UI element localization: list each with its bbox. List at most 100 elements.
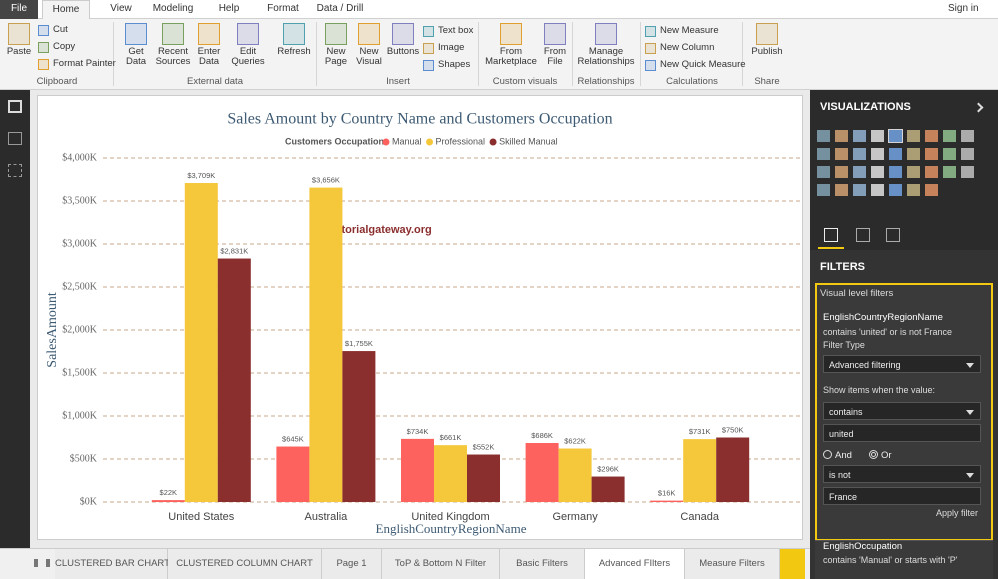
ribbon-button[interactable]: Format Painter [53,58,116,69]
viz-icon[interactable] [943,148,956,160]
pane-tab[interactable] [856,228,870,242]
button-icon[interactable] [500,23,522,45]
viz-icon[interactable] [907,148,920,160]
text-input[interactable]: France [823,487,981,505]
button-icon[interactable] [392,23,414,45]
viz-icon[interactable] [871,130,884,142]
menu-tab[interactable]: Home [42,0,90,19]
viz-icon[interactable] [871,184,884,196]
viz-icon[interactable] [925,130,938,142]
button-icon[interactable] [8,23,30,45]
pane-tab[interactable] [886,228,900,242]
ribbon-button[interactable]: Publish [751,46,783,57]
viz-icon[interactable] [817,130,830,142]
ribbon-button[interactable]: New Visual [356,46,382,67]
radio[interactable] [823,450,832,459]
menu-tab[interactable]: Format [267,3,299,14]
ribbon-button[interactable]: Text box [438,25,474,36]
add-page[interactable] [780,549,805,579]
ribbon-button[interactable]: New Quick Measure [660,59,746,70]
viz-icon[interactable] [943,130,956,142]
page-tab[interactable]: CLUSTERED COLUMN CHART [168,549,322,579]
ribbon-button[interactable]: Enter Data [197,46,221,67]
viz-icon[interactable] [817,184,830,196]
ribbon-button[interactable]: Buttons [386,46,420,57]
button-icon[interactable] [595,23,617,45]
radio[interactable] [869,450,878,459]
ribbon-button[interactable]: From Marketplace [485,46,537,67]
page-tab[interactable]: Advanced FIlters [585,549,685,579]
viz-icon[interactable] [871,148,884,160]
ribbon-button[interactable]: Copy [53,41,76,52]
relationship-view[interactable] [8,164,22,177]
ribbon-button[interactable]: Get Data [125,46,147,67]
viz-icon[interactable] [907,184,920,196]
dropdown[interactable]: is not [823,465,981,483]
menu-tab[interactable]: View [110,3,132,14]
report-view[interactable] [8,100,22,113]
ribbon-button[interactable]: Cut [53,24,68,35]
button-icon[interactable] [237,23,259,45]
viz-icon[interactable] [961,148,974,160]
button-icon[interactable] [645,43,656,54]
menu-tab[interactable]: Data / Drill [316,3,364,14]
viz-icon[interactable] [961,166,974,178]
sign-in[interactable]: Sign in [948,3,979,14]
button-icon[interactable] [38,25,49,36]
dropdown[interactable]: Advanced filtering [823,355,981,373]
button-icon[interactable] [423,60,434,71]
viz-icon[interactable] [817,148,830,160]
page-tab[interactable]: Page 1 [322,549,382,579]
viz-icon[interactable] [889,184,902,196]
viz-icon[interactable] [835,166,848,178]
viz-icon[interactable] [853,184,866,196]
viz-icon[interactable] [817,166,830,178]
button-icon[interactable] [423,26,434,37]
menu-tab[interactable]: File [0,0,38,19]
button-icon[interactable] [325,23,347,45]
button-icon[interactable] [645,60,656,71]
viz-icon[interactable] [907,166,920,178]
viz-icon[interactable] [889,166,902,178]
viz-icon[interactable] [961,130,974,142]
page-tab[interactable]: ToP & Bottom N Filter [382,549,500,579]
pane-tab[interactable] [824,228,838,242]
viz-icon[interactable] [853,148,866,160]
menu-tab[interactable]: Modeling [152,3,194,14]
ribbon-button[interactable]: Shapes [438,59,471,70]
viz-icon[interactable] [835,184,848,196]
button-icon[interactable] [756,23,778,45]
button-icon[interactable] [423,43,434,54]
data-view[interactable] [8,132,22,145]
ribbon-button[interactable]: Edit Queries [231,46,265,67]
viz-icon[interactable] [853,166,866,178]
page-tab[interactable]: Basic Filters [500,549,585,579]
ribbon-button[interactable]: New Page [324,46,348,67]
ribbon-button[interactable]: Image [438,42,465,53]
ribbon-button[interactable]: New Column [660,42,715,53]
viz-icon[interactable] [853,130,866,142]
viz-icon[interactable] [888,129,903,143]
button-icon[interactable] [198,23,220,45]
viz-icon[interactable] [907,130,920,142]
button-icon[interactable] [283,23,305,45]
button-icon[interactable] [544,23,566,45]
ribbon-button[interactable]: Refresh [277,46,311,57]
ribbon-button[interactable]: Manage Relationships [577,46,635,67]
viz-icon[interactable] [925,166,938,178]
viz-icon[interactable] [871,166,884,178]
ribbon-button[interactable]: New Measure [660,25,719,36]
viz-icon[interactable] [889,148,902,160]
viz-icon[interactable] [835,148,848,160]
button-icon[interactable] [645,26,656,37]
viz-icon[interactable] [925,184,938,196]
viz-icon[interactable] [943,166,956,178]
button-icon[interactable] [38,59,49,70]
ribbon-button[interactable]: Paste [6,46,32,57]
button-icon[interactable] [358,23,380,45]
text-input[interactable]: united [823,424,981,442]
button-icon[interactable] [38,42,49,53]
dropdown[interactable]: contains [823,402,981,420]
viz-icon[interactable] [835,130,848,142]
tab-arrows[interactable] [34,559,50,567]
